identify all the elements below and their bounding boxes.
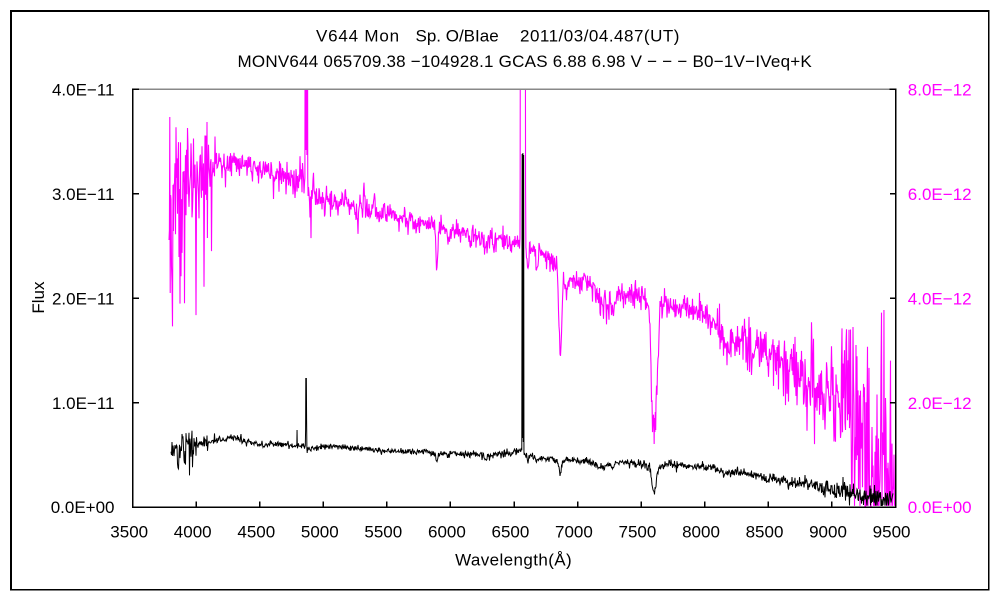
- svg-text:Flux: Flux: [29, 281, 48, 314]
- svg-text:5000: 5000: [301, 523, 339, 542]
- svg-text:2.0E−11: 2.0E−11: [52, 290, 115, 309]
- svg-text:0.0E+00: 0.0E+00: [51, 498, 115, 517]
- svg-text:2.0E−12: 2.0E−12: [908, 394, 972, 413]
- svg-text:7000: 7000: [555, 523, 593, 542]
- svg-text:4000: 4000: [174, 523, 212, 542]
- svg-text:3500: 3500: [110, 523, 148, 542]
- svg-text:7500: 7500: [618, 523, 656, 542]
- svg-text:8000: 8000: [682, 523, 720, 542]
- svg-text:1.0E−11: 1.0E−11: [52, 394, 115, 413]
- svg-text:6000: 6000: [428, 523, 466, 542]
- svg-text:8500: 8500: [746, 523, 784, 542]
- svg-text:V644 Mon: V644 Mon: [316, 26, 400, 45]
- svg-text:Wavelength(Å): Wavelength(Å): [455, 551, 572, 570]
- svg-text:MONV644 065709.38 −104928.1 GC: MONV644 065709.38 −104928.1 GCAS 6.88 6.…: [238, 52, 813, 71]
- svg-text:0.0E+00: 0.0E+00: [908, 498, 972, 517]
- svg-text:Sp. O/BIae: Sp. O/BIae: [416, 26, 499, 45]
- svg-text:9500: 9500: [873, 523, 911, 542]
- svg-text:5500: 5500: [364, 523, 402, 542]
- svg-text:4.0E−12: 4.0E−12: [908, 290, 972, 309]
- svg-text:3.0E−11: 3.0E−11: [52, 185, 115, 204]
- svg-text:4500: 4500: [237, 523, 275, 542]
- svg-text:6.0E−12: 6.0E−12: [908, 185, 972, 204]
- svg-text:8.0E−12: 8.0E−12: [908, 81, 972, 100]
- svg-text:4.0E−11: 4.0E−11: [52, 81, 115, 100]
- svg-text:9000: 9000: [809, 523, 847, 542]
- svg-text:6500: 6500: [491, 523, 529, 542]
- svg-text:2011/03/04.487(UT): 2011/03/04.487(UT): [520, 26, 680, 45]
